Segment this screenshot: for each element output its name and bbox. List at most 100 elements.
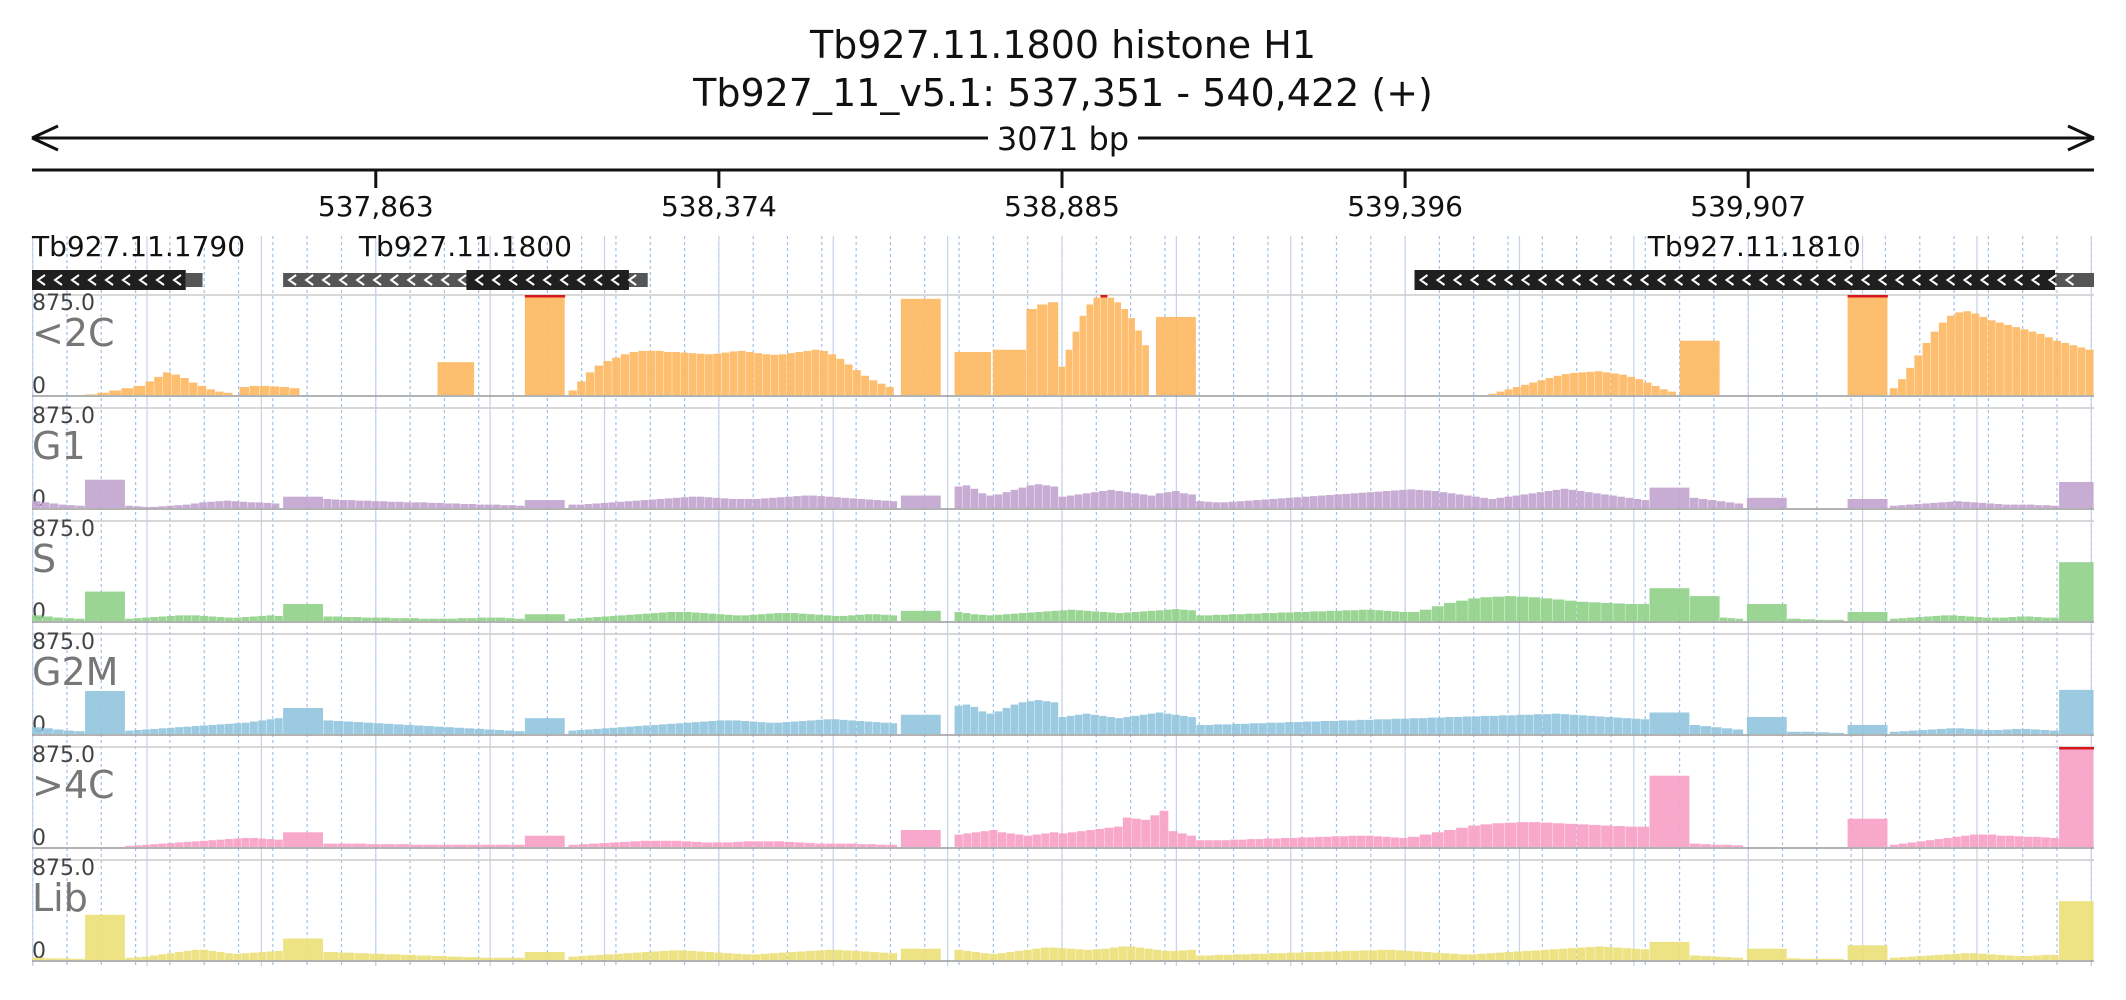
coverage-bar	[510, 844, 525, 847]
coverage-bar	[1015, 834, 1024, 847]
span-arrow-right	[2067, 124, 2095, 152]
coverage-bar	[861, 375, 870, 395]
coverage-bar	[1558, 948, 1568, 960]
coverage-bar	[224, 839, 233, 847]
coverage-bar	[1801, 731, 1816, 734]
coverage-bar	[728, 498, 737, 508]
coverage-bar	[1409, 718, 1419, 734]
coverage-bar	[1569, 714, 1579, 734]
coverage-bar	[274, 950, 283, 960]
coverage-bar	[1091, 714, 1099, 734]
coverage-bar	[189, 382, 198, 395]
coverage-bar	[741, 615, 750, 621]
coverage-bar	[496, 844, 511, 847]
coverage-bar	[1220, 614, 1229, 621]
coverage-bar	[1898, 379, 1906, 395]
coverage-bar	[508, 505, 517, 508]
coverage-bar	[1974, 729, 1984, 734]
coverage-bar	[970, 488, 979, 508]
coverage-bar	[1564, 600, 1577, 621]
coverage-bar	[1382, 719, 1392, 734]
coverage-bar	[736, 498, 745, 508]
coverage-bar	[462, 957, 478, 960]
span-ruler: 3071 bp	[31, 120, 2095, 158]
coverage-bar	[1188, 494, 1196, 508]
coverage-bar	[1898, 957, 1908, 960]
coverage-bar	[833, 497, 841, 508]
coverage-bar	[216, 839, 225, 847]
coverage-bar	[1067, 609, 1076, 621]
track-ymin-label: 0	[32, 600, 46, 625]
coverage-bar	[1982, 617, 1992, 621]
coverage-bar	[1390, 837, 1399, 847]
coverage-bar	[1711, 956, 1722, 960]
coverage-bar	[468, 504, 477, 508]
coverage-bar	[1139, 611, 1148, 621]
coverage-bar	[464, 728, 475, 734]
coverage-bar	[640, 840, 651, 847]
coverage-bar	[1698, 498, 1708, 508]
coverage-bar	[1323, 836, 1332, 847]
coverage-bar	[1168, 831, 1178, 847]
coverage-bar	[1255, 839, 1264, 847]
x-tick-label: 538,374	[661, 190, 777, 223]
coverage-bar	[1086, 304, 1094, 395]
coverage-bar	[1228, 501, 1237, 508]
coverage-bar	[1010, 489, 1019, 508]
coverage-bar	[215, 391, 224, 395]
coverage-bar	[1204, 501, 1213, 508]
coverage-bar	[1522, 950, 1532, 960]
coverage-bar	[696, 353, 705, 395]
coverage-bar	[849, 498, 857, 508]
coverage-bar	[1135, 330, 1142, 395]
coverage-bar	[568, 504, 577, 508]
coverage-bar	[200, 725, 208, 734]
coverage-bar	[712, 842, 723, 847]
track-name: >4C	[32, 763, 115, 807]
coverage-bar	[416, 955, 432, 960]
coverage-bar	[207, 501, 215, 508]
coverage-bar	[1722, 957, 1733, 960]
coverage-bar	[42, 616, 53, 621]
coverage-bar	[216, 724, 225, 734]
coverage-bar	[1631, 718, 1641, 734]
coverage-bar	[500, 505, 509, 508]
coverage-bar	[1946, 501, 1954, 508]
coverage-bar	[691, 612, 700, 621]
coverage-bar	[331, 499, 340, 508]
coverage-bar	[675, 723, 684, 734]
coverage-bar	[1356, 719, 1365, 734]
coverage-bar	[1253, 613, 1261, 621]
coverage-bar	[1131, 611, 1140, 621]
coverage-bar	[1660, 389, 1668, 395]
coverage-bar	[1205, 955, 1215, 960]
coverage-bar	[53, 729, 64, 734]
coverage-bar	[825, 496, 833, 508]
coverage-bar	[815, 614, 824, 621]
coverage-bar	[208, 840, 217, 847]
coverage-bar	[524, 718, 565, 734]
coverage-bar	[208, 724, 217, 734]
coverage-bar	[1898, 618, 1907, 621]
coverage-bar	[191, 615, 200, 621]
coverage-bar	[672, 497, 681, 508]
track-name: Lib	[32, 876, 88, 920]
coverage-bar	[659, 950, 669, 960]
coverage-bar	[667, 611, 676, 621]
gene-label: Tb927.11.1810	[1647, 230, 1861, 263]
coverage-bar	[1051, 610, 1059, 621]
coverage-bar	[1109, 947, 1119, 960]
coverage-bar	[1099, 491, 1107, 508]
coverage-bar	[241, 722, 250, 734]
coverage-bar	[1711, 844, 1722, 847]
coverage-bar	[1601, 825, 1613, 847]
coverage-bar	[1407, 836, 1420, 847]
gene-Tb927.11.1810: Tb927.11.1810	[1414, 230, 2094, 290]
coverage-bar	[403, 502, 412, 508]
coverage-bar	[746, 352, 754, 395]
coverage-bar	[158, 728, 167, 734]
coverage-bar	[2059, 481, 2094, 508]
coverage-bar	[1294, 722, 1303, 734]
coverage-bar	[166, 843, 175, 847]
coverage-bar	[436, 502, 444, 508]
